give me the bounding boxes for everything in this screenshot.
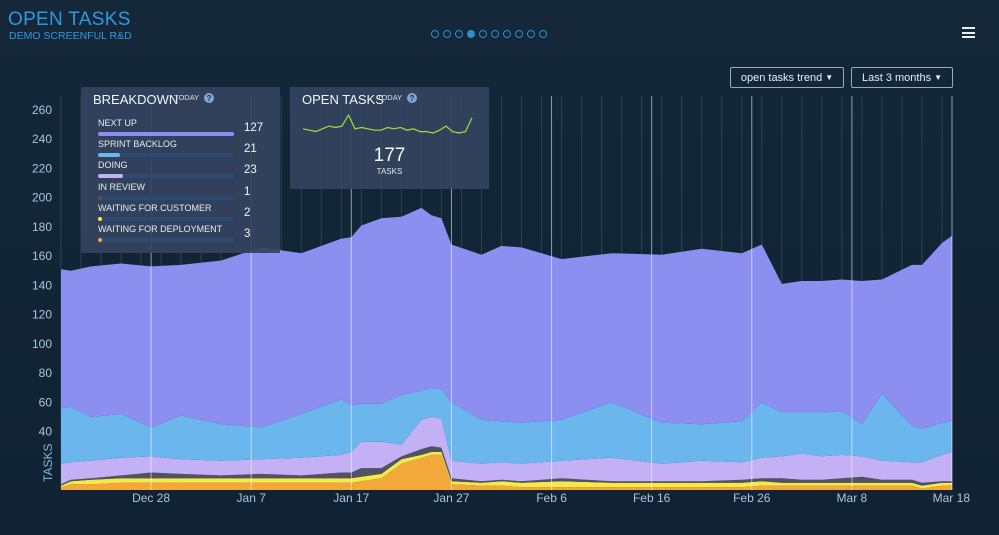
breakdown-value: 23 [244, 164, 257, 177]
y-tick-label: 120 [32, 308, 52, 322]
time-range-dropdown[interactable]: Last 3 months ▼ [851, 67, 953, 88]
breakdown-today-label: TODAY [174, 93, 200, 102]
breakdown-bar-fill [98, 132, 234, 136]
page-pager[interactable] [431, 30, 547, 38]
breakdown-row: DOING 23 [98, 160, 268, 179]
breakdown-bar-track [98, 238, 234, 242]
y-tick-label: 160 [32, 249, 52, 263]
breakdown-row: WAITING FOR DEPLOYMENT 3 [98, 224, 268, 242]
breakdown-bar-fill [98, 216, 102, 221]
y-tick-label: 180 [32, 220, 52, 234]
breakdown-value: 3 [244, 228, 251, 240]
caret-down-icon: ▼ [934, 73, 942, 82]
pager-dot[interactable] [479, 30, 487, 38]
pager-dot[interactable] [431, 30, 439, 38]
breakdown-label: WAITING FOR CUSTOMER [98, 202, 212, 213]
area-series-next-up [61, 207, 952, 429]
breakdown-bar-track [98, 216, 234, 221]
breakdown-row: NEXT UP 127 [98, 118, 268, 136]
page-title: OPEN TASKS [8, 9, 131, 30]
caret-down-icon: ▼ [825, 73, 834, 82]
breakdown-bar-fill [98, 238, 102, 242]
y-tick-label: 260 [32, 103, 52, 117]
time-range-label: Last 3 months [861, 71, 932, 84]
y-tick-label: 100 [32, 337, 52, 351]
open-tasks-today-label: TODAY [377, 93, 403, 102]
pager-dot[interactable] [491, 30, 499, 38]
breakdown-value: 1 [244, 185, 251, 198]
open-tasks-unit: TASKS [376, 167, 403, 176]
y-tick-label: 140 [32, 278, 52, 292]
y-tick-label: 200 [32, 191, 52, 205]
open-tasks-panel: OPEN TASKS TODAY ? 177 TASKS [290, 87, 489, 189]
x-tick-label: Mar 8 [837, 491, 868, 505]
breakdown-row: SPRINT BACKLOG 21 [98, 139, 268, 158]
breakdown-bar-track [98, 195, 234, 200]
breakdown-label: DOING [98, 160, 128, 171]
y-tick-label: 80 [39, 366, 53, 380]
breakdown-bar-track [98, 153, 234, 158]
trend-type-label: open tasks trend [740, 71, 823, 84]
breakdown-bar-track [98, 174, 234, 179]
x-tick-label: Jan 7 [237, 491, 267, 505]
breakdown-label: WAITING FOR DEPLOYMENT [98, 224, 223, 234]
x-tick-label: Feb 16 [633, 491, 671, 505]
x-tick-label: Jan 27 [433, 491, 469, 505]
open-tasks-sparkline [302, 113, 473, 134]
area-series-waiting-for-deployment [61, 454, 952, 490]
x-tick-label: Feb 6 [536, 491, 567, 505]
breakdown-bar-fill [98, 195, 102, 200]
open-tasks-title: OPEN TASKS [302, 92, 384, 107]
breakdown-label: NEXT UP [98, 118, 137, 128]
breakdown-bar-track [98, 132, 234, 136]
breakdown-row: WAITING FOR CUSTOMER 2 [98, 202, 268, 221]
pager-dot[interactable] [443, 30, 451, 38]
breakdown-row: IN REVIEW 1 [98, 181, 268, 200]
open-tasks-total: 177 [373, 145, 406, 166]
pager-dot[interactable] [515, 30, 523, 38]
area-series-waiting-for-customer [61, 452, 952, 489]
breakdown-panel: BREAKDOWN TODAY ? NEXT UP 127 SPRINT BACKL… [81, 87, 280, 253]
breakdown-value: 127 [244, 122, 264, 134]
x-tick-label: Dec 28 [132, 491, 170, 505]
area-series-doing [61, 416, 952, 485]
pager-dot[interactable] [539, 30, 547, 38]
pager-dot[interactable] [467, 30, 475, 38]
x-tick-label: Feb 26 [733, 491, 771, 505]
pager-dot[interactable] [503, 30, 511, 38]
breakdown-value: 2 [244, 206, 251, 219]
page-subtitle: DEMO SCREENFUL R&D [9, 30, 132, 42]
breakdown-value: 21 [244, 143, 257, 156]
hamburger-menu-icon[interactable] [962, 27, 975, 39]
pager-dot[interactable] [455, 30, 463, 38]
pager-dot[interactable] [527, 30, 535, 38]
breakdown-label: SPRINT BACKLOG [98, 139, 177, 150]
help-icon[interactable]: ? [407, 93, 417, 103]
y-tick-label: 40 [39, 425, 53, 439]
y-tick-label: 60 [39, 395, 53, 409]
breakdown-label: IN REVIEW [98, 181, 146, 192]
y-tick-label: 240 [32, 132, 52, 146]
y-tick-label: 220 [32, 161, 52, 175]
help-icon[interactable]: ? [204, 93, 214, 103]
y-axis-label: TASKS [41, 444, 55, 482]
area-series-sprint-backlog [61, 387, 952, 464]
breakdown-bar-fill [98, 174, 123, 179]
breakdown-title: BREAKDOWN [93, 92, 179, 107]
trend-type-dropdown[interactable]: open tasks trend ▼ [730, 67, 844, 88]
area-series-in-review [61, 446, 952, 486]
breakdown-bar-fill [98, 153, 121, 158]
x-tick-label: Jan 17 [333, 491, 369, 505]
x-tick-label: Mar 18 [933, 491, 971, 505]
